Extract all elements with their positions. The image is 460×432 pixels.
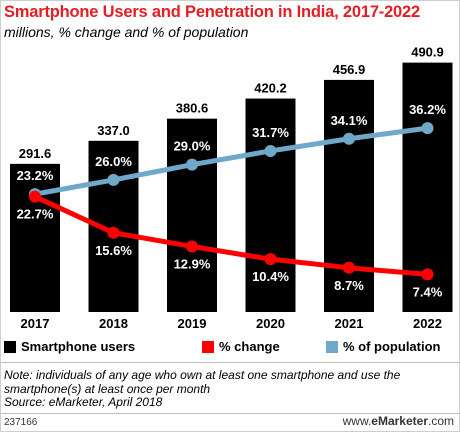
change-value-label-2019: 12.9% xyxy=(174,256,211,271)
legend-swatch-population xyxy=(326,340,338,353)
point-change-2022 xyxy=(421,268,434,281)
change-value-label-2018: 15.6% xyxy=(95,243,132,258)
legend-label-change: % change xyxy=(219,339,280,354)
point-population-2021 xyxy=(343,132,355,145)
population-value-label-2020: 31.7% xyxy=(252,125,289,140)
legend-item-change: % change xyxy=(202,339,280,354)
change-value-label-2017: 22.7% xyxy=(17,207,54,222)
point-change-2020 xyxy=(264,253,277,266)
population-value-label-2018: 26.0% xyxy=(95,154,132,169)
bars-layer xyxy=(10,62,453,313)
source-text: Source: eMarketer, April 2018 xyxy=(4,395,163,409)
bar-value-label-2018: 337.0 xyxy=(97,123,130,138)
change-value-label-2022: 7.4% xyxy=(413,284,443,299)
point-population-2022 xyxy=(421,122,434,135)
change-value-label-2021: 8.7% xyxy=(334,278,364,293)
chart-subtitle: millions, % change and % of population xyxy=(4,24,249,40)
line-change xyxy=(32,194,430,277)
brand-suffix: .com xyxy=(427,414,454,428)
chart-plot: 291.6 2017 337.0 2018 380.6 2019 420.2 2020 456.… xyxy=(10,45,453,331)
brand-link[interactable]: www.eMarketer.com xyxy=(343,414,454,428)
point-change-2017 xyxy=(29,190,41,203)
divider-top xyxy=(0,362,460,363)
brand-name: eMarketer xyxy=(371,414,428,428)
legend-label-population: % of population xyxy=(343,339,441,354)
bar-value-label-2017: 291.6 xyxy=(19,146,52,161)
population-value-label-2021: 34.1% xyxy=(331,113,368,128)
bar-value-label-2022: 490.9 xyxy=(411,45,444,60)
point-population-2019 xyxy=(186,158,198,171)
chart-id: 237166 xyxy=(4,417,38,428)
bar-value-label-2021: 456.9 xyxy=(333,62,366,77)
bar-value-label-2019: 380.6 xyxy=(176,101,209,116)
bar-value-label-2020: 420.2 xyxy=(254,81,287,96)
x-tick-label-2018: 2018 xyxy=(99,316,128,331)
population-value-label-2019: 29.0% xyxy=(174,139,211,154)
x-tick-label-2021: 2021 xyxy=(335,316,364,331)
legend-swatch-change xyxy=(202,340,214,353)
population-value-label-2022: 36.2% xyxy=(409,102,446,117)
legend: Smartphone users % change % of populatio… xyxy=(4,339,456,357)
change-value-label-2020: 10.4% xyxy=(252,269,289,284)
chart-notes: Note: individuals of any age who own at … xyxy=(4,368,456,410)
legend-swatch-smartphone-users xyxy=(4,340,16,353)
note-text: Note: individuals of any age who own at … xyxy=(4,368,401,396)
bar-2019 xyxy=(167,118,217,312)
labels-layer: 291.6 2017 337.0 2018 380.6 2019 420.2 2020 456.… xyxy=(17,45,447,331)
chart-title: Smartphone Users and Penetration in Indi… xyxy=(4,3,420,21)
bar-2017 xyxy=(10,163,60,312)
population-value-label-2017: 23.2% xyxy=(17,168,54,183)
x-tick-label-2019: 2019 xyxy=(178,316,207,331)
point-change-2018 xyxy=(107,226,120,239)
x-tick-label-2017: 2017 xyxy=(21,316,50,331)
brand-prefix: www. xyxy=(342,414,372,428)
line-population xyxy=(32,125,430,197)
bar-2020 xyxy=(245,98,296,313)
point-population-2018 xyxy=(107,173,120,186)
point-change-2021 xyxy=(343,261,355,274)
divider-bottom xyxy=(0,413,460,414)
x-tick-label-2020: 2020 xyxy=(256,316,285,331)
point-population-2020 xyxy=(264,144,277,157)
lines-layer xyxy=(29,122,434,281)
legend-item-smartphone-users: Smartphone users xyxy=(4,339,135,354)
legend-item-population: % of population xyxy=(326,339,440,354)
x-tick-label-2022: 2022 xyxy=(413,316,442,331)
point-change-2019 xyxy=(186,240,198,253)
legend-label-smartphone-users: Smartphone users xyxy=(21,339,136,354)
